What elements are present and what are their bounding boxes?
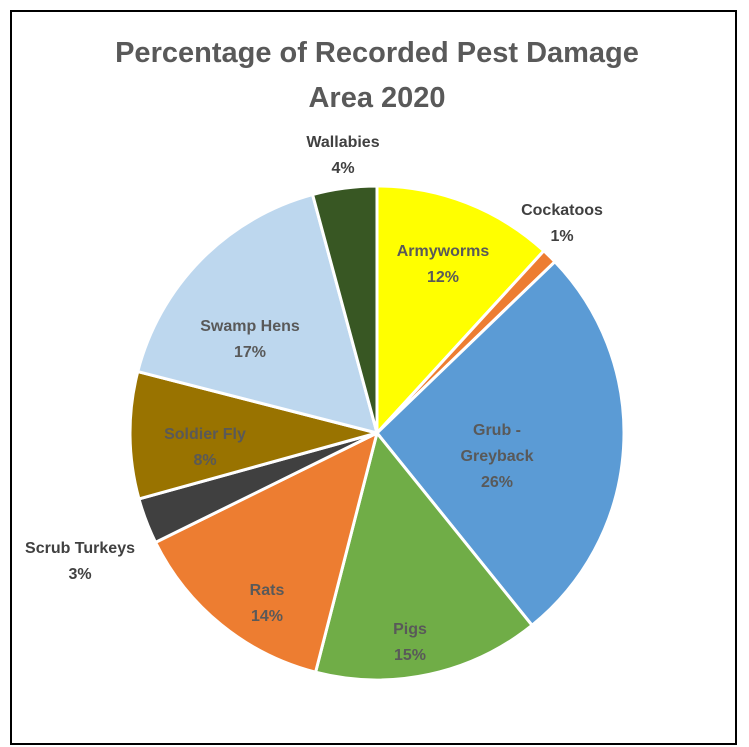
slice-percent-label: 17% — [234, 344, 266, 361]
slice-label-grub-greyback: Grub - Greyback 26% — [461, 422, 534, 491]
slice-percent-label: 12% — [427, 269, 459, 286]
slice-label-swamp-hens: Swamp Hens 17% — [200, 318, 300, 361]
slice-percent-label: 1% — [550, 228, 573, 245]
slice-name-label: Pigs — [393, 621, 427, 638]
slice-label-rats: Rats 14% — [250, 582, 285, 625]
slice-label-cockatoos: Cockatoos 1% — [521, 202, 603, 245]
slice-name-label: Soldier Fly — [164, 426, 246, 443]
pie-slice-soldier-fly — [128, 370, 379, 501]
slice-label-wallabies: Wallabies 4% — [306, 134, 379, 177]
slice-name-label: Rats — [250, 582, 285, 599]
slice-label-soldier-fly: Soldier Fly 8% — [164, 426, 246, 469]
slice-percent-label: 3% — [68, 566, 91, 583]
slice-name-label: Scrub Turkeys — [25, 540, 135, 557]
slice-percent-label: 8% — [193, 452, 216, 469]
slice-percent-label: 26% — [481, 474, 513, 491]
pie-slice-wallabies — [311, 184, 379, 435]
pie-slices — [128, 184, 626, 682]
pie-slice-rats — [154, 431, 379, 674]
chart-title-line-1: Percentage of Recorded Pest Damage — [115, 37, 639, 69]
slice-name-label: Grub - — [473, 422, 521, 439]
slice-percent-label: 4% — [331, 160, 354, 177]
slice-name-label: Greyback — [461, 448, 534, 465]
pie-labels: Armyworms 12% Cockatoos 1% Grub - Greyback 26%… — [25, 134, 603, 664]
slice-percent-label: 15% — [394, 647, 426, 664]
slice-percent-label: 14% — [251, 608, 283, 625]
slice-label-pigs: Pigs 15% — [393, 621, 427, 664]
pie-slice-armyworms — [375, 184, 546, 435]
slice-name-label: Cockatoos — [521, 202, 603, 219]
pie-slice-pigs — [314, 431, 534, 682]
slice-name-label: Armyworms — [397, 243, 490, 260]
pie-slice-swamp-hens — [136, 193, 379, 435]
slice-name-label: Wallabies — [306, 134, 379, 151]
slice-name-label: Swamp Hens — [200, 318, 300, 335]
pie-slice-grub-greyback — [375, 260, 626, 627]
slice-label-scrub-turkeys: Scrub Turkeys 3% — [25, 540, 135, 583]
slice-label-armyworms: Armyworms 12% — [397, 243, 490, 286]
chart-title-line-2: Area 2020 — [308, 82, 445, 114]
